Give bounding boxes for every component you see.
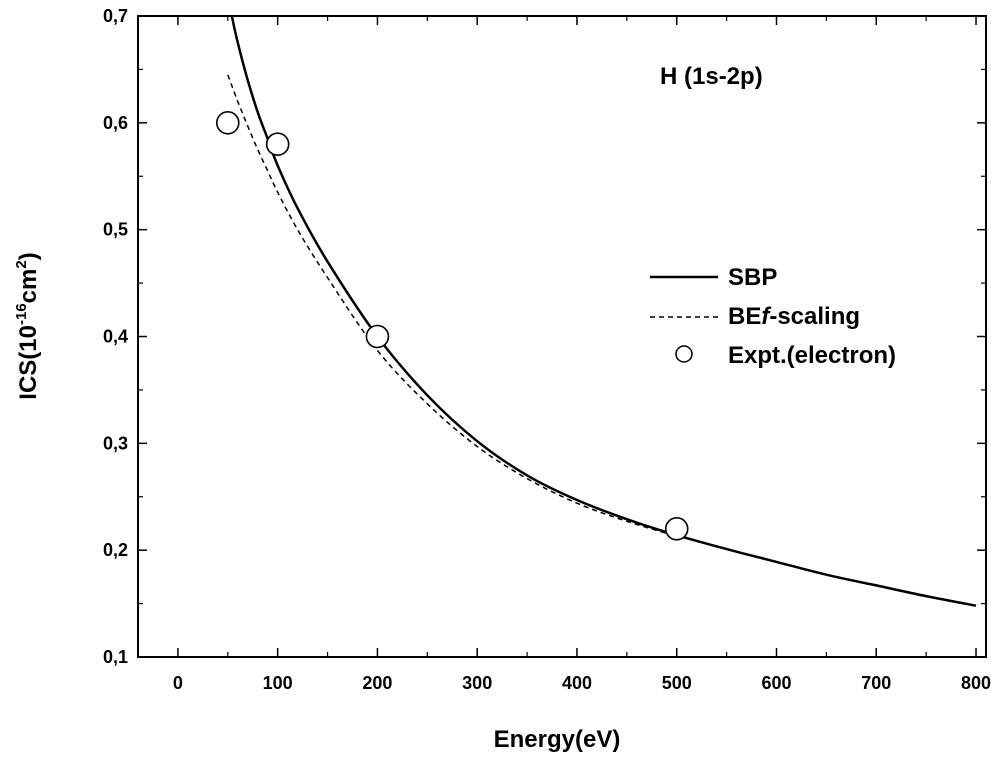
legend-label-bef-part3: -scaling — [769, 303, 860, 330]
y-tick-label: 0,2 — [103, 540, 128, 560]
data-point-expt-electron — [215, 111, 240, 135]
legend-label-bef-part1: BE — [728, 303, 761, 330]
y-tick-label: 0,1 — [103, 647, 128, 667]
y-axis-title-exp1: -16 — [13, 303, 30, 325]
legend: SBP BEf-scaling Expt.(electron) — [650, 264, 896, 369]
legend-label-expt: Expt.(electron) — [728, 342, 896, 369]
y-tick-label: 0,6 — [103, 113, 128, 133]
legend-label-bef-scaling: BEf-scaling — [728, 303, 860, 330]
y-axis-title-mid: cm — [15, 269, 42, 304]
tick-labels: 0 100 200 300 400 500 600 700 800 0,1 0,2 0,3 0,4 0,5… — [103, 6, 991, 693]
x-tick-label: 700 — [861, 673, 891, 693]
axis-ticks — [138, 15, 986, 658]
legend-label-sbp: SBP — [728, 264, 777, 291]
x-tick-label: 500 — [662, 673, 692, 693]
x-tick-label: 100 — [263, 673, 293, 693]
y-tick-label: 0,3 — [103, 433, 128, 453]
plot-border — [137, 15, 987, 658]
y-tick-label: 0,7 — [103, 6, 128, 26]
data-point-expt-electron — [664, 516, 689, 541]
x-tick-label: 300 — [462, 673, 492, 693]
x-tick-label: 600 — [761, 673, 791, 693]
x-tick-label: 400 — [562, 673, 592, 693]
y-axis-title-close: ) — [15, 252, 42, 260]
y-tick-label: 0,4 — [103, 327, 128, 347]
series — [215, 15, 977, 607]
legend-label-bef-part2: f — [761, 303, 771, 330]
x-tick-label: 0 — [173, 673, 183, 693]
y-axis-title-exp2: 2 — [13, 260, 30, 268]
y-axis-title: ICS(10-16cm2) — [13, 252, 42, 399]
x-tick-label: 200 — [362, 673, 392, 693]
y-axis-title-base: ICS(10 — [15, 325, 42, 400]
x-tick-label: 800 — [961, 673, 991, 693]
series-line-sbp — [230, 15, 977, 607]
x-axis-title: Energy(eV) — [494, 726, 621, 753]
chart-annotation: H (1s-2p) — [660, 63, 763, 90]
legend-marker-expt — [675, 345, 693, 363]
y-tick-label: 0,5 — [103, 220, 128, 240]
series-line-bef-scaling — [227, 74, 677, 538]
data-point-expt-electron — [365, 324, 390, 349]
plot-frame — [137, 15, 987, 658]
data-point-expt-electron — [265, 132, 290, 156]
